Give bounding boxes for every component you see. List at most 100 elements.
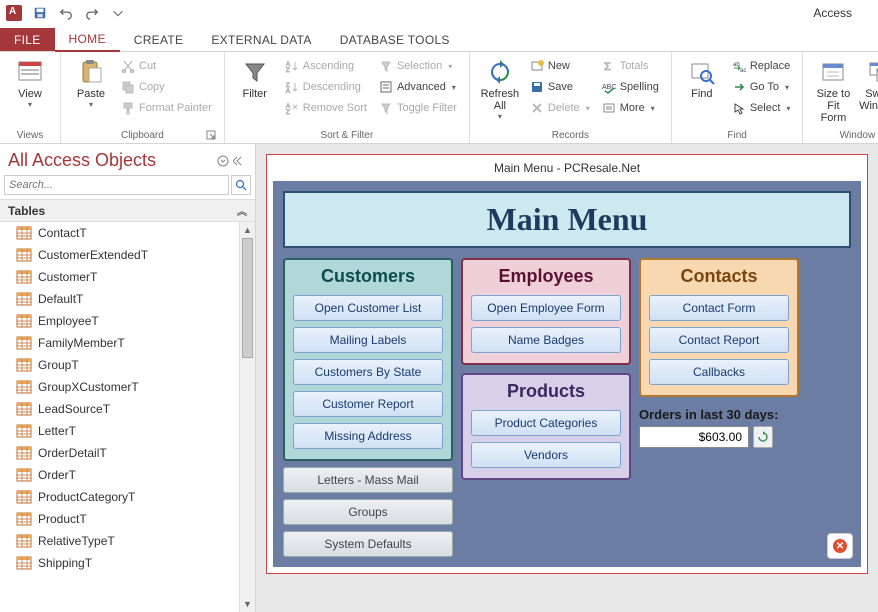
spelling-icon: ABC (602, 80, 616, 94)
products-panel: Products Product CategoriesVendors (461, 373, 631, 480)
scroll-down-icon[interactable]: ▼ (240, 596, 255, 612)
customers-button[interactable]: Mailing Labels (293, 327, 443, 353)
table-icon (16, 336, 32, 350)
table-item[interactable]: OrderT (0, 464, 255, 486)
scroll-up-icon[interactable]: ▲ (240, 222, 255, 238)
save-icon[interactable] (32, 5, 48, 21)
table-name: ProductCategoryT (38, 490, 135, 504)
scroll-thumb[interactable] (242, 238, 253, 358)
nav-category-header[interactable]: Tables ︽ (0, 199, 255, 222)
new-button[interactable]: New (526, 56, 594, 76)
remove-sort-button[interactable]: AZRemove Sort (281, 98, 371, 118)
cut-button[interactable]: Cut (117, 56, 216, 76)
contacts-button[interactable]: Callbacks (649, 359, 789, 385)
filter-button[interactable]: Filter (233, 56, 277, 102)
svg-text:Z: Z (286, 110, 290, 115)
table-item[interactable]: FamilyMemberT (0, 332, 255, 354)
table-item[interactable]: DefaultT (0, 288, 255, 310)
table-item[interactable]: EmployeeT (0, 310, 255, 332)
table-item[interactable]: GroupXCustomerT (0, 376, 255, 398)
extra-button[interactable]: Letters - Mass Mail (283, 467, 453, 493)
tab-external-data[interactable]: EXTERNAL DATA (197, 28, 325, 51)
employees-button[interactable]: Name Badges (471, 327, 621, 353)
copy-button[interactable]: Copy (117, 77, 216, 97)
selection-button[interactable]: Selection▾ (375, 56, 461, 76)
nav-scrollbar[interactable]: ▲ ▼ (239, 222, 255, 612)
select-button[interactable]: Select▾ (728, 98, 795, 118)
qat-customize-icon[interactable] (110, 5, 126, 21)
tab-home[interactable]: HOME (55, 27, 120, 52)
paste-button[interactable]: Paste ▾ (69, 56, 113, 111)
contacts-button[interactable]: Contact Form (649, 295, 789, 321)
customers-button[interactable]: Customer Report (293, 391, 443, 417)
sort-asc-icon: AZ (285, 59, 299, 73)
dialog-launcher-icon[interactable] (206, 130, 216, 140)
spelling-button[interactable]: ABCSpelling (598, 77, 663, 97)
redo-icon[interactable] (84, 5, 100, 21)
more-button[interactable]: More▾ (598, 98, 663, 118)
nav-collapse-icon[interactable] (231, 153, 247, 169)
collapse-icon[interactable]: ︽ (237, 203, 247, 218)
orders-refresh-button[interactable] (753, 426, 773, 448)
size-to-fit-button[interactable]: Size to Fit Form (811, 56, 855, 126)
close-icon: ✕ (833, 539, 847, 553)
employees-button[interactable]: Open Employee Form (471, 295, 621, 321)
refresh-label: Refresh All (481, 88, 520, 112)
products-button[interactable]: Product Categories (471, 410, 621, 436)
descending-button[interactable]: ZADescending (281, 77, 371, 97)
find-button[interactable]: Find (680, 56, 724, 102)
table-name: LetterT (38, 424, 76, 438)
customers-button[interactable]: Customers By State (293, 359, 443, 385)
table-item[interactable]: ContactT (0, 222, 255, 244)
table-item[interactable]: CustomerExtendedT (0, 244, 255, 266)
table-item[interactable]: OrderDetailT (0, 442, 255, 464)
ascending-button[interactable]: AZAscending (281, 56, 371, 76)
close-button[interactable]: ✕ (827, 533, 853, 559)
contacts-button[interactable]: Contact Report (649, 327, 789, 353)
extra-button[interactable]: Groups (283, 499, 453, 525)
customers-button[interactable]: Missing Address (293, 423, 443, 449)
quick-access-toolbar (6, 5, 126, 21)
table-item[interactable]: LeadSourceT (0, 398, 255, 420)
table-name: DefaultT (38, 292, 83, 306)
goto-icon (732, 80, 746, 94)
totals-button[interactable]: ΣTotals (598, 56, 663, 76)
descending-label: Descending (303, 81, 361, 93)
employees-panel: Employees Open Employee Form Name Badges (461, 258, 631, 365)
refresh-all-button[interactable]: Refresh All ▾ (478, 56, 522, 123)
table-item[interactable]: RelativeTypeT (0, 530, 255, 552)
table-item[interactable]: ProductT (0, 508, 255, 530)
table-item[interactable]: CustomerT (0, 266, 255, 288)
search-input[interactable] (4, 175, 229, 195)
advanced-button[interactable]: Advanced▾ (375, 77, 461, 97)
tab-file[interactable]: FILE (0, 28, 55, 51)
customers-button[interactable]: Open Customer List (293, 295, 443, 321)
refresh-icon (486, 58, 514, 86)
tab-database-tools[interactable]: DATABASE TOOLS (326, 28, 464, 51)
table-item[interactable]: ProductCategoryT (0, 486, 255, 508)
goto-button[interactable]: Go To ▾ (728, 77, 795, 97)
goto-label: Go To (750, 81, 779, 93)
totals-icon: Σ (602, 59, 616, 73)
search-icon[interactable] (231, 175, 251, 195)
format-painter-button[interactable]: Format Painter (117, 98, 216, 118)
chevron-down-icon: ▾ (448, 62, 452, 71)
table-item[interactable]: GroupT (0, 354, 255, 376)
chevron-down-icon: ▾ (785, 83, 789, 92)
employees-title: Employees (471, 266, 621, 287)
switch-windows-button[interactable]: Switch Windows ▾ (859, 56, 878, 123)
replace-button[interactable]: abacReplace (728, 56, 795, 76)
products-button[interactable]: Vendors (471, 442, 621, 468)
tab-create[interactable]: CREATE (120, 28, 198, 51)
nav-dropdown-icon[interactable] (215, 153, 231, 169)
table-item[interactable]: ShippingT (0, 552, 255, 574)
nav-header[interactable]: All Access Objects (0, 144, 255, 175)
view-button[interactable]: View ▾ (8, 56, 52, 111)
toggle-filter-button[interactable]: Toggle Filter (375, 98, 461, 118)
extra-button[interactable]: System Defaults (283, 531, 453, 557)
save-button[interactable]: Save (526, 77, 594, 97)
undo-icon[interactable] (58, 5, 74, 21)
table-item[interactable]: LetterT (0, 420, 255, 442)
contacts-title: Contacts (649, 266, 789, 287)
delete-button[interactable]: Delete▾ (526, 98, 594, 118)
